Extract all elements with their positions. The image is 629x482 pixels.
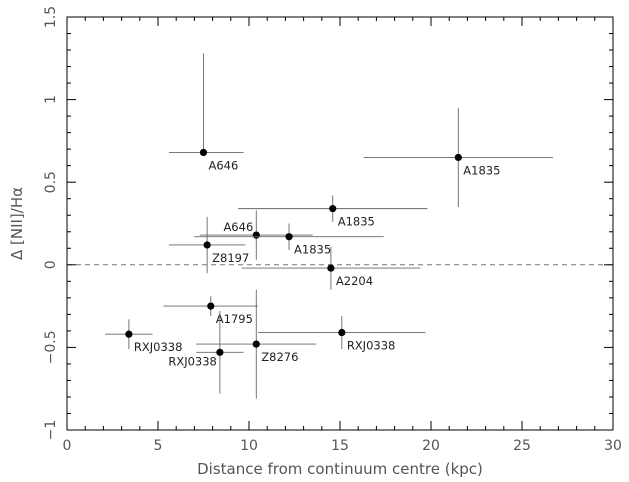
y-tick-label: 0 — [43, 260, 59, 269]
data-point: Z8197 — [168, 216, 249, 274]
point-marker — [252, 231, 260, 239]
point-marker — [203, 241, 211, 249]
data-point: A1835 — [363, 107, 553, 207]
point-label: Z8197 — [212, 251, 249, 265]
data-point: A646 — [168, 53, 244, 172]
point-marker — [207, 302, 215, 310]
point-marker — [199, 148, 208, 157]
x-tick-label: 5 — [154, 438, 163, 454]
point-label: A646 — [223, 220, 253, 234]
point-label: A646 — [209, 158, 239, 172]
y-tick-label: 1 — [43, 95, 59, 104]
point-label: A1795 — [216, 312, 253, 326]
data-points: A646 A1835 A1835 A646 A1835 Z8197 A2204 A1795 RX… — [105, 53, 553, 399]
y-tick-label: 1.5 — [43, 6, 59, 28]
point-marker — [454, 153, 462, 162]
y-tick-label: −1 — [43, 420, 59, 441]
y-axis-label: Δ [NII]/Hα — [8, 187, 26, 260]
data-point: A2204 — [241, 246, 421, 290]
x-tick-label: 15 — [331, 438, 349, 454]
data-point: A1835 — [238, 195, 428, 229]
point-label: A2204 — [336, 274, 373, 288]
data-point: Z8276 — [196, 289, 317, 399]
data-point: RXJ0338 — [168, 311, 244, 394]
point-label: RXJ0338 — [134, 340, 183, 354]
data-point: RXJ0338 — [105, 319, 182, 354]
point-marker — [252, 340, 260, 348]
data-point: A1835 — [194, 223, 384, 257]
data-point: A1795 — [163, 296, 259, 326]
x-axis-label: Distance from continuum centre (kpc) — [197, 460, 483, 478]
point-label: Z8276 — [261, 350, 298, 364]
point-label: A1835 — [294, 243, 331, 257]
y-tick-label: 0.5 — [43, 171, 59, 193]
point-marker — [216, 348, 224, 356]
point-label: RXJ0338 — [168, 354, 217, 368]
x-tick-label: 30 — [604, 438, 622, 454]
x-tick-label: 10 — [240, 438, 258, 454]
point-marker — [338, 328, 346, 337]
point-marker — [329, 205, 337, 213]
point-label: A1835 — [338, 215, 375, 229]
x-tick-label: 20 — [422, 438, 440, 454]
data-point: RXJ0338 — [258, 316, 426, 353]
point-marker — [125, 330, 133, 338]
x-tick-label: 25 — [513, 438, 531, 454]
point-label: A1835 — [463, 163, 500, 177]
y-tick-label: −0.5 — [43, 330, 59, 364]
point-marker — [285, 233, 293, 241]
point-label: RXJ0338 — [347, 339, 396, 353]
x-tick-label: 0 — [63, 438, 72, 454]
point-marker — [327, 264, 335, 272]
axis-ticks: 0 5 10 15 20 25 30 −1 −0.5 0 0.5 1 1.5 — [43, 6, 622, 454]
